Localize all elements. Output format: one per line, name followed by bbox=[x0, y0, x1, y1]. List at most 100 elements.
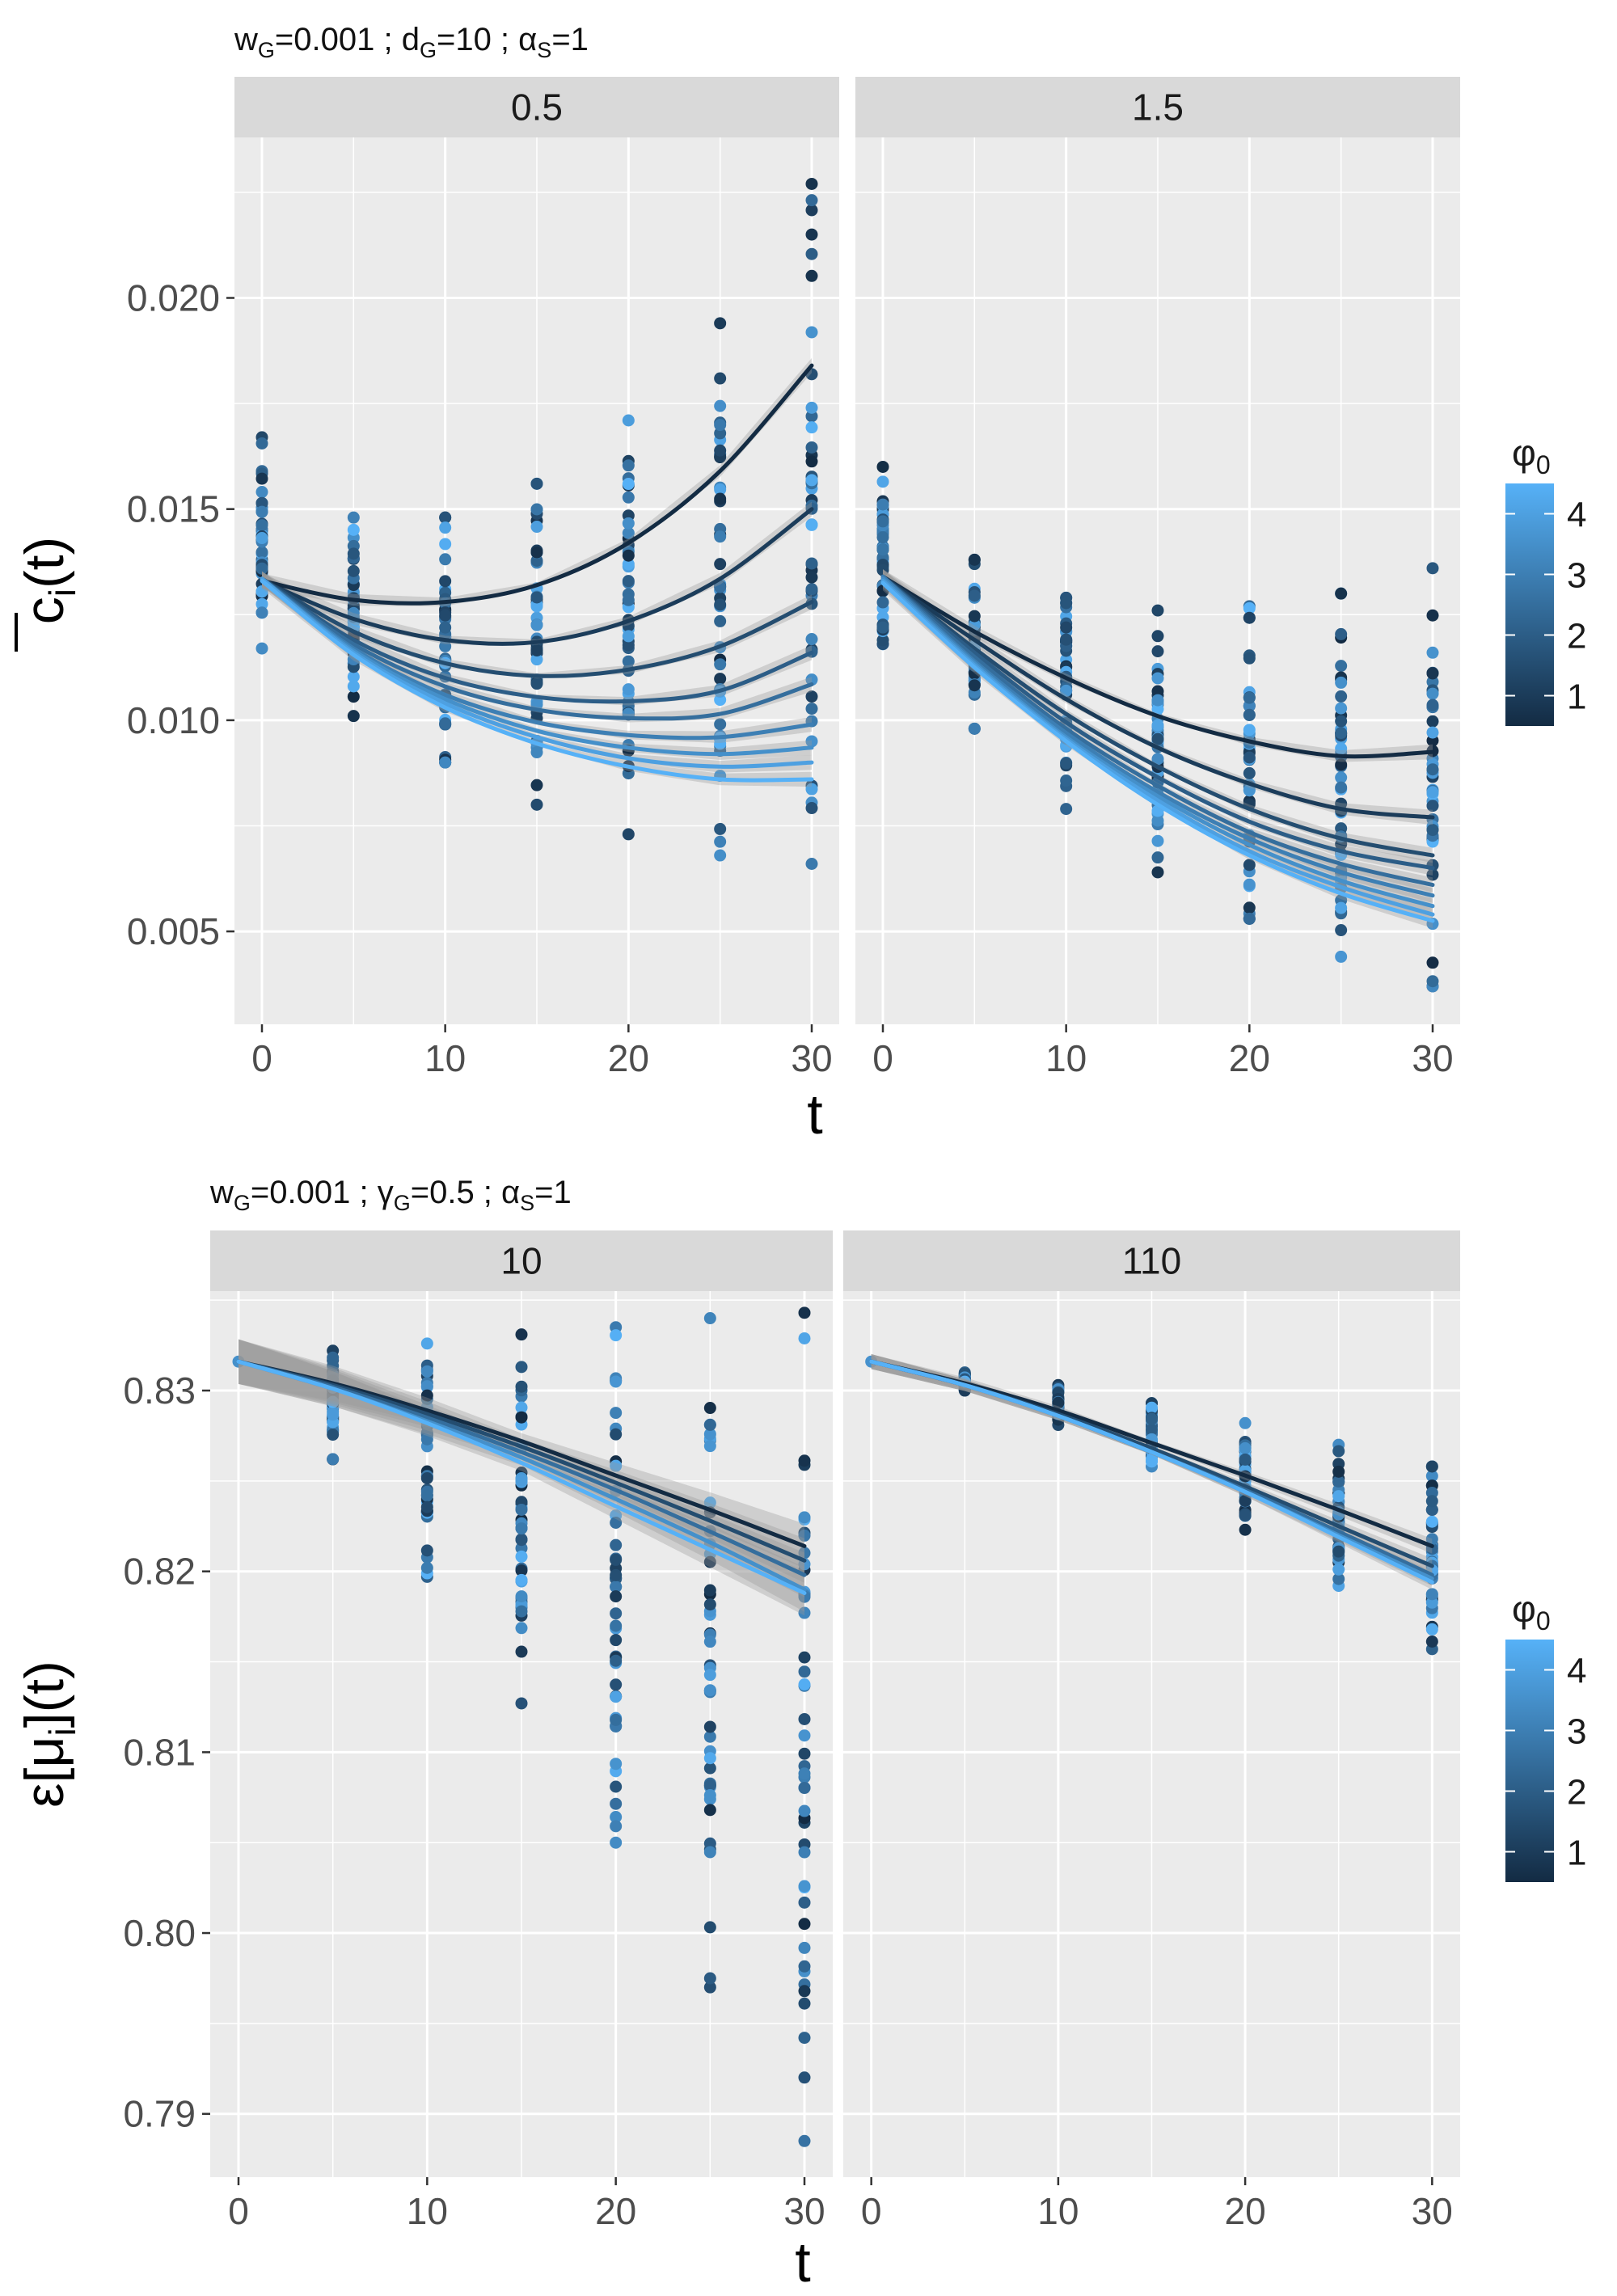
data-point bbox=[255, 532, 268, 545]
data-point bbox=[439, 511, 452, 524]
data-point bbox=[515, 1605, 528, 1618]
data-points bbox=[876, 460, 1439, 993]
data-point bbox=[610, 1836, 623, 1849]
data-point bbox=[1332, 1545, 1345, 1558]
data-point bbox=[327, 1453, 340, 1466]
data-point bbox=[798, 1651, 811, 1664]
data-point bbox=[1425, 1470, 1438, 1483]
data-point bbox=[1335, 715, 1348, 728]
chart-subtitle-part: α bbox=[518, 22, 537, 57]
data-point bbox=[1243, 691, 1256, 704]
data-point bbox=[1426, 715, 1439, 728]
data-point bbox=[610, 1590, 623, 1603]
data-point bbox=[255, 437, 268, 450]
fit-line-phi-4.5 bbox=[260, 579, 814, 783]
x-tick-label: 10 bbox=[1045, 1037, 1087, 1079]
data-point bbox=[876, 621, 889, 634]
data-point bbox=[1146, 1455, 1158, 1468]
data-point bbox=[798, 1985, 811, 1998]
data-point bbox=[439, 553, 452, 566]
data-point bbox=[714, 558, 727, 571]
data-point bbox=[1243, 878, 1256, 891]
data-point bbox=[420, 1380, 433, 1393]
data-point bbox=[1332, 1475, 1345, 1488]
data-point bbox=[1335, 742, 1348, 755]
data-point bbox=[610, 1713, 623, 1726]
data-point bbox=[714, 835, 727, 848]
data-point bbox=[1146, 1401, 1158, 1414]
data-point bbox=[798, 1960, 811, 1973]
data-point bbox=[610, 1780, 623, 1793]
data-point bbox=[805, 518, 818, 531]
data-point bbox=[968, 679, 981, 692]
data-point bbox=[798, 1896, 811, 1909]
data-point bbox=[515, 1534, 528, 1547]
fit-line-phi-2 bbox=[880, 574, 1435, 871]
data-point bbox=[327, 1359, 340, 1372]
chart-1: wG=0.001 ; dG=10 ; αS=10.50 10 20 300.0050.… bbox=[14, 22, 1586, 1146]
data-point bbox=[714, 673, 727, 686]
data-point bbox=[805, 633, 818, 646]
data-point bbox=[714, 419, 727, 432]
data-point bbox=[703, 1598, 716, 1611]
chart-subtitle-part: G bbox=[420, 38, 437, 62]
data-point bbox=[968, 589, 981, 602]
data-point bbox=[703, 1779, 716, 1792]
data-point bbox=[714, 614, 727, 627]
fit-lines bbox=[260, 363, 814, 783]
data-point bbox=[347, 523, 360, 536]
facet-strip bbox=[855, 77, 1460, 137]
data-point bbox=[714, 444, 727, 457]
fit-line-phi-1.5 bbox=[260, 576, 814, 678]
data-point bbox=[798, 1606, 811, 1619]
data-point bbox=[1243, 901, 1256, 914]
data-point bbox=[714, 530, 727, 543]
data-point bbox=[347, 564, 360, 577]
y-tick-label: 0.020 bbox=[127, 277, 220, 319]
data-point bbox=[610, 1811, 623, 1824]
data-point bbox=[805, 583, 818, 596]
data-point bbox=[1426, 763, 1439, 776]
data-point bbox=[805, 703, 818, 715]
data-point bbox=[610, 1607, 623, 1620]
data-point bbox=[714, 849, 727, 862]
legend-label: 1 bbox=[1567, 677, 1586, 717]
data-point bbox=[439, 538, 452, 551]
data-point bbox=[714, 372, 727, 385]
data-point bbox=[876, 596, 889, 609]
data-point bbox=[714, 399, 727, 412]
data-point bbox=[1060, 633, 1073, 646]
data-point bbox=[1426, 675, 1439, 688]
data-point bbox=[327, 1395, 340, 1408]
data-point bbox=[1239, 1509, 1252, 1522]
data-point bbox=[255, 606, 268, 619]
data-point bbox=[530, 521, 543, 534]
data-point bbox=[515, 1590, 528, 1603]
data-point bbox=[1239, 1523, 1252, 1536]
x-tick-label: 20 bbox=[1229, 1037, 1270, 1079]
data-point bbox=[610, 1634, 623, 1647]
data-point bbox=[610, 1538, 623, 1551]
data-point bbox=[798, 1880, 811, 1893]
data-point bbox=[1151, 685, 1164, 698]
data-point bbox=[703, 1972, 716, 1985]
data-point bbox=[798, 1941, 811, 1954]
data-point bbox=[1332, 1490, 1345, 1503]
data-point bbox=[1335, 702, 1348, 715]
data-point bbox=[610, 1516, 623, 1529]
data-point bbox=[805, 228, 818, 241]
chart-subtitle-part: =1 bbox=[534, 1175, 572, 1210]
x-tick-label: 0 bbox=[251, 1037, 272, 1079]
data-point bbox=[420, 1489, 433, 1502]
chart-subtitle-part: =0.5 ; bbox=[411, 1175, 501, 1210]
data-point bbox=[1243, 708, 1256, 721]
data-point bbox=[622, 828, 635, 841]
data-point bbox=[1239, 1416, 1252, 1429]
data-point bbox=[515, 1503, 528, 1516]
panel-10: 10 0 10 20 30 0.79 0.80 0.81 0.82 0.83 bbox=[123, 1230, 833, 2232]
fit-line-phi-0.5 bbox=[880, 574, 1435, 759]
fit-lines bbox=[236, 1359, 807, 1595]
data-point bbox=[1426, 726, 1439, 739]
fit-line-phi-1 bbox=[260, 507, 814, 646]
